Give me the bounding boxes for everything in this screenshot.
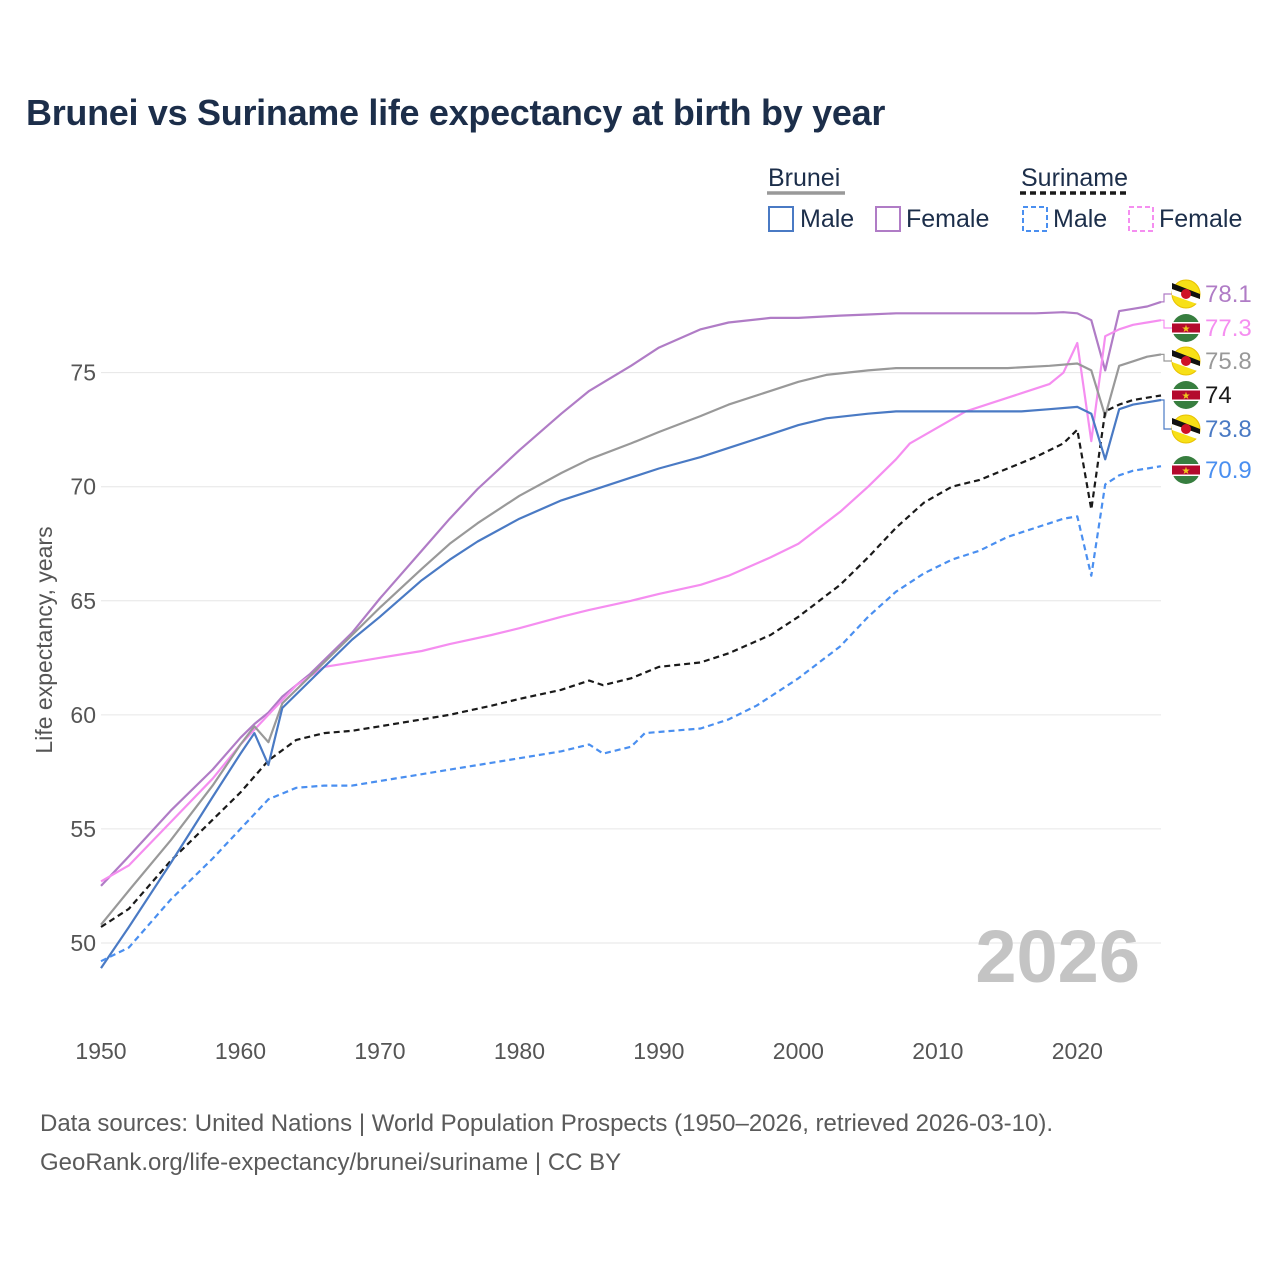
- svg-text:★: ★: [1182, 324, 1191, 335]
- year-watermark: 2026: [975, 915, 1140, 998]
- leader-line-brunei_female: [1161, 293, 1172, 303]
- x-tick-label-2020: 2020: [1052, 1038, 1103, 1064]
- suriname-flag-icon: ★: [1172, 456, 1200, 484]
- end-label-brunei_total: 75.8: [1205, 348, 1252, 375]
- x-axis-ticks: 1950 1960 1970 1980 1990 2000 2010 2020: [75, 1038, 1102, 1064]
- legend-suriname-male-label: Male: [1053, 205, 1107, 233]
- x-tick-label-1960: 1960: [215, 1038, 266, 1064]
- end-labels: 78.1 ★ 77.3 75.8 ★ 74 73.8 ★ 70.9: [1161, 279, 1252, 484]
- y-axis-ticks: 50 55 60 65 70 75: [70, 360, 96, 956]
- suriname-flag-icon: ★: [1172, 314, 1200, 342]
- y-axis-label: Life expectancy, years: [31, 526, 57, 753]
- series-line-brunei_male: [100, 398, 1162, 969]
- end-label-brunei_female: 78.1: [1205, 281, 1252, 308]
- grid-lines: [101, 372, 1161, 944]
- y-tick-label-65: 65: [70, 588, 96, 614]
- y-tick-label-75: 75: [70, 360, 96, 386]
- y-tick-label-60: 60: [70, 702, 96, 728]
- x-tick-label-1970: 1970: [354, 1038, 405, 1064]
- x-tick-label-2000: 2000: [773, 1038, 824, 1064]
- sources-line-2: GeoRank.org/life-expectancy/brunei/surin…: [40, 1149, 622, 1176]
- y-tick-label-70: 70: [70, 474, 96, 500]
- x-tick-label-1980: 1980: [494, 1038, 545, 1064]
- x-tick-label-1990: 1990: [633, 1038, 684, 1064]
- svg-text:★: ★: [1182, 391, 1191, 402]
- legend-suriname-title: Suriname: [1021, 164, 1128, 192]
- legend-brunei-title: Brunei: [768, 164, 840, 192]
- brunei-flag-icon: [1171, 346, 1201, 376]
- x-tick-label-2010: 2010: [912, 1038, 963, 1064]
- sources-line-1: Data sources: United Nations | World Pop…: [40, 1110, 1054, 1137]
- y-tick-label-50: 50: [70, 930, 96, 956]
- leader-line-brunei_total: [1161, 353, 1172, 362]
- y-tick-label-55: 55: [70, 816, 96, 842]
- series-line-brunei_female: [100, 300, 1162, 887]
- chart-canvas: 50 55 60 65 70 75 1950 1960 1970 1980 1990 2000 201…: [31, 164, 1252, 1064]
- x-tick-label-1950: 1950: [75, 1038, 126, 1064]
- legend-brunei-male-label: Male: [800, 205, 854, 233]
- legend: Brunei Male Female Suriname Male Female: [767, 164, 1242, 233]
- legend-brunei-female-label: Female: [906, 205, 989, 233]
- end-label-suriname_female: 77.3: [1205, 315, 1252, 342]
- legend-brunei-male-swatch: [768, 206, 794, 232]
- end-label-suriname_male: 70.9: [1205, 457, 1252, 484]
- series-line-brunei_total: [100, 353, 1162, 926]
- leader-line-brunei_male: [1161, 399, 1172, 430]
- end-label-suriname_total: 74: [1205, 382, 1232, 409]
- svg-text:★: ★: [1182, 466, 1191, 477]
- legend-suriname-female-label: Female: [1159, 205, 1242, 233]
- leader-line-suriname_female: [1161, 319, 1172, 329]
- suriname-flag-icon: ★: [1172, 381, 1200, 409]
- brunei-flag-icon: [1171, 279, 1201, 309]
- legend-brunei-female-swatch: [875, 206, 901, 232]
- legend-suriname-female-swatch: [1128, 206, 1154, 232]
- series-lines: [100, 300, 1162, 969]
- chart-title: Brunei vs Suriname life expectancy at bi…: [26, 92, 886, 133]
- data-sources: Data sources: United Nations | World Pop…: [40, 1104, 1053, 1182]
- series-line-suriname_total: [100, 394, 1162, 928]
- series-line-suriname_male: [100, 465, 1162, 963]
- brunei-flag-icon: [1171, 414, 1201, 444]
- legend-suriname-male-swatch: [1022, 206, 1048, 232]
- end-label-brunei_male: 73.8: [1205, 416, 1252, 443]
